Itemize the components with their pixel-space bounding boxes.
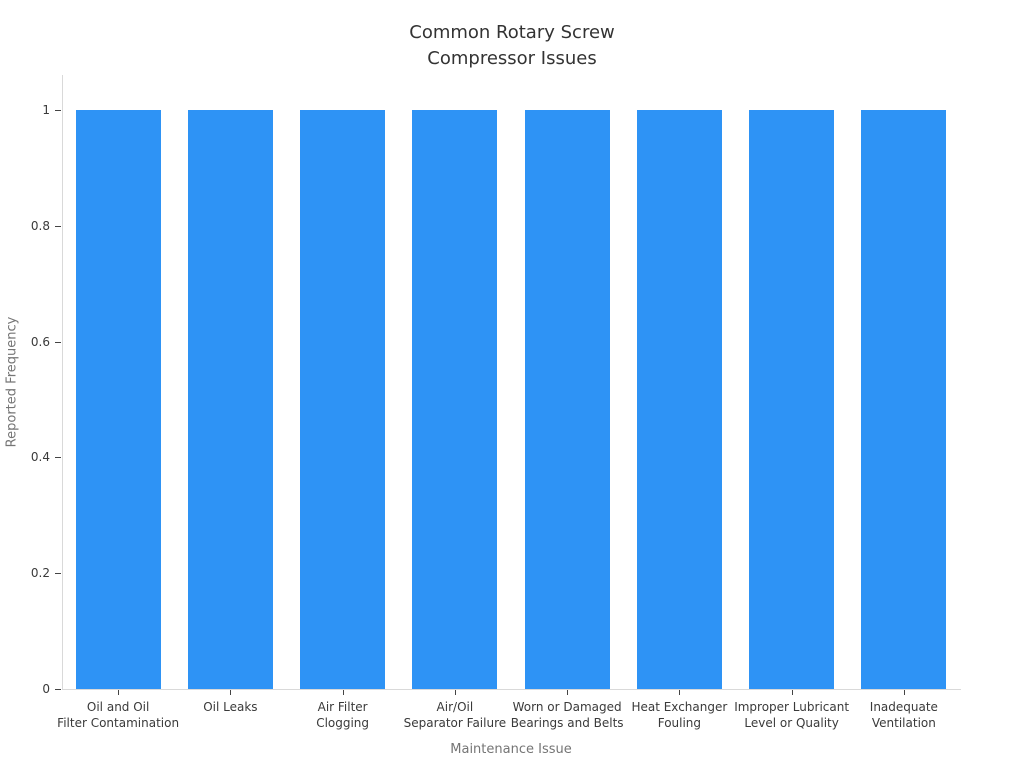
bar [412, 110, 498, 689]
y-tick-label: 0.8 [30, 218, 50, 233]
x-tick-mark [118, 690, 120, 695]
x-axis-title: Maintenance Issue [450, 742, 572, 757]
bar [75, 110, 161, 689]
y-tick-mark [55, 341, 61, 343]
x-tick-mark [903, 690, 905, 695]
x-tick-label: Air Filter Clogging [316, 700, 370, 730]
x-tick-label: Worn or Damaged Bearings and Belts [510, 700, 624, 730]
y-tick-label: 0.6 [30, 334, 50, 349]
x-tick-mark [679, 690, 681, 695]
bar [861, 110, 947, 689]
x-tick-label: Air/Oil Separator Failure [403, 700, 507, 730]
y-tick-mark [55, 110, 61, 111]
y-tick-label: 0.2 [30, 566, 50, 581]
x-tick-mark [567, 690, 569, 695]
x-tick-mark [791, 690, 793, 695]
x-tick-label: Inadequate Ventilation [869, 700, 938, 730]
x-tick-label: Oil Leaks [203, 700, 258, 714]
bar [524, 110, 610, 689]
x-tick-mark [454, 690, 456, 695]
x-tick-label: Heat Exchanger Fouling [631, 700, 728, 730]
chart-title: Common Rotary Screw Compressor Issues [409, 22, 615, 69]
y-tick-label: 0.4 [30, 450, 50, 465]
y-tick-mark [55, 225, 61, 227]
x-tick-label: Improper Lubricant Level or Quality [734, 700, 850, 730]
plot-area [62, 75, 961, 690]
bar [636, 110, 722, 689]
y-tick-mark [55, 689, 61, 690]
y-tick-mark [55, 457, 61, 459]
y-tick-label: 0 [42, 682, 50, 696]
x-tick-mark [230, 690, 232, 695]
y-tick-mark [55, 573, 61, 575]
x-tick-mark [342, 690, 344, 695]
x-tick-label: Oil and Oil Filter Contamination [57, 700, 180, 730]
bar [300, 110, 386, 689]
bar [187, 110, 273, 689]
bar [749, 110, 835, 689]
y-tick-label: 1 [42, 103, 50, 117]
